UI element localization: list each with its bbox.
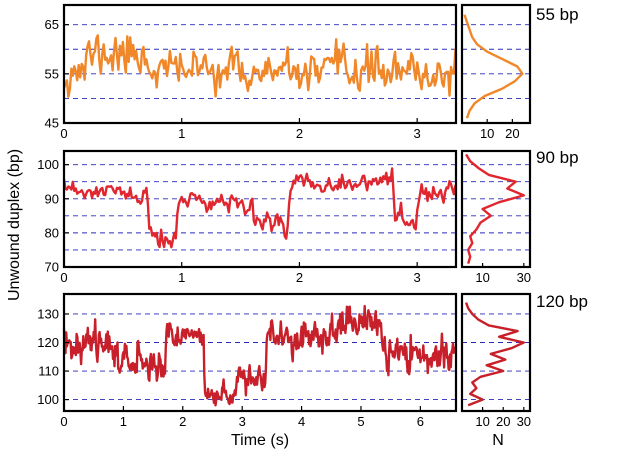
trace-frame [62, 292, 458, 413]
x-tick-label: 3 [414, 126, 421, 141]
hist-x-tick-label: 10 [480, 126, 494, 141]
panel-90-bp: 70 80 90 100 0 1 2 3 10 30 90 bp [37, 148, 578, 285]
y-tick-label: 100 [37, 392, 59, 407]
x-axis-title: Time (s) [231, 432, 289, 449]
x-tick-label: 0 [60, 414, 67, 429]
hist-x-tick-label: 30 [517, 270, 531, 285]
x-tick-label: 2 [296, 126, 303, 141]
y-tick-label: 120 [37, 335, 59, 350]
panel-label: 90 bp [536, 148, 579, 167]
x-tick-label: 1 [178, 126, 185, 141]
y-tick-label: 110 [38, 364, 59, 379]
x-tick-label: 3 [414, 270, 421, 285]
x-tick-label: 1 [178, 270, 185, 285]
y-tick-label: 45 [45, 116, 59, 131]
hist-x-tick-label: 20 [496, 414, 510, 429]
histogram-frame [460, 149, 532, 269]
hist-x-tick-label: 10 [475, 414, 489, 429]
x-tick-label: 0 [60, 126, 67, 141]
y-tick-label: 55 [45, 66, 59, 81]
x-tick-label: 6 [417, 414, 424, 429]
panel-120-bp: 100 110 120 130 0 1 2 3 4 5 6 10 20 30 120 bp [37, 292, 588, 429]
x-tick-label: 2 [179, 414, 186, 429]
y-tick-label: 130 [37, 306, 59, 321]
y-axis-title: Unwound duplex (bp) [6, 149, 23, 301]
histogram-line [465, 153, 525, 264]
y-tick-label: 100 [37, 157, 59, 172]
trace-frame [62, 149, 458, 269]
x-tick-label: 1 [120, 414, 127, 429]
panel-55-bp: 45 55 65 0 1 2 3 10 20 55 bp [45, 3, 579, 141]
x-tick-label: 3 [239, 414, 246, 429]
histogram-frame [460, 3, 532, 125]
x-tick-label: 0 [60, 270, 67, 285]
y-tick-label: 65 [45, 17, 59, 32]
hist-x-tick-label: 30 [517, 414, 531, 429]
x-tick-label: 4 [298, 414, 305, 429]
trace-line [62, 304, 458, 407]
x-tick-label: 5 [357, 414, 364, 429]
y-tick-label: 70 [45, 260, 59, 275]
histogram-line [464, 302, 525, 407]
histogram-line [463, 14, 524, 119]
panel-label: 120 bp [536, 292, 588, 311]
trace-line [62, 167, 457, 249]
hist-x-tick-label: 20 [505, 126, 519, 141]
hist-x-tick-label: 10 [475, 270, 489, 285]
y-tick-label: 80 [45, 225, 59, 240]
histogram-frame [460, 292, 532, 413]
x-tick-label: 2 [296, 270, 303, 285]
hist-axis-title: N [492, 432, 504, 449]
y-tick-label: 90 [45, 191, 59, 206]
panel-label: 55 bp [536, 5, 579, 24]
trace-frame [62, 3, 458, 125]
trace-line [62, 34, 457, 98]
